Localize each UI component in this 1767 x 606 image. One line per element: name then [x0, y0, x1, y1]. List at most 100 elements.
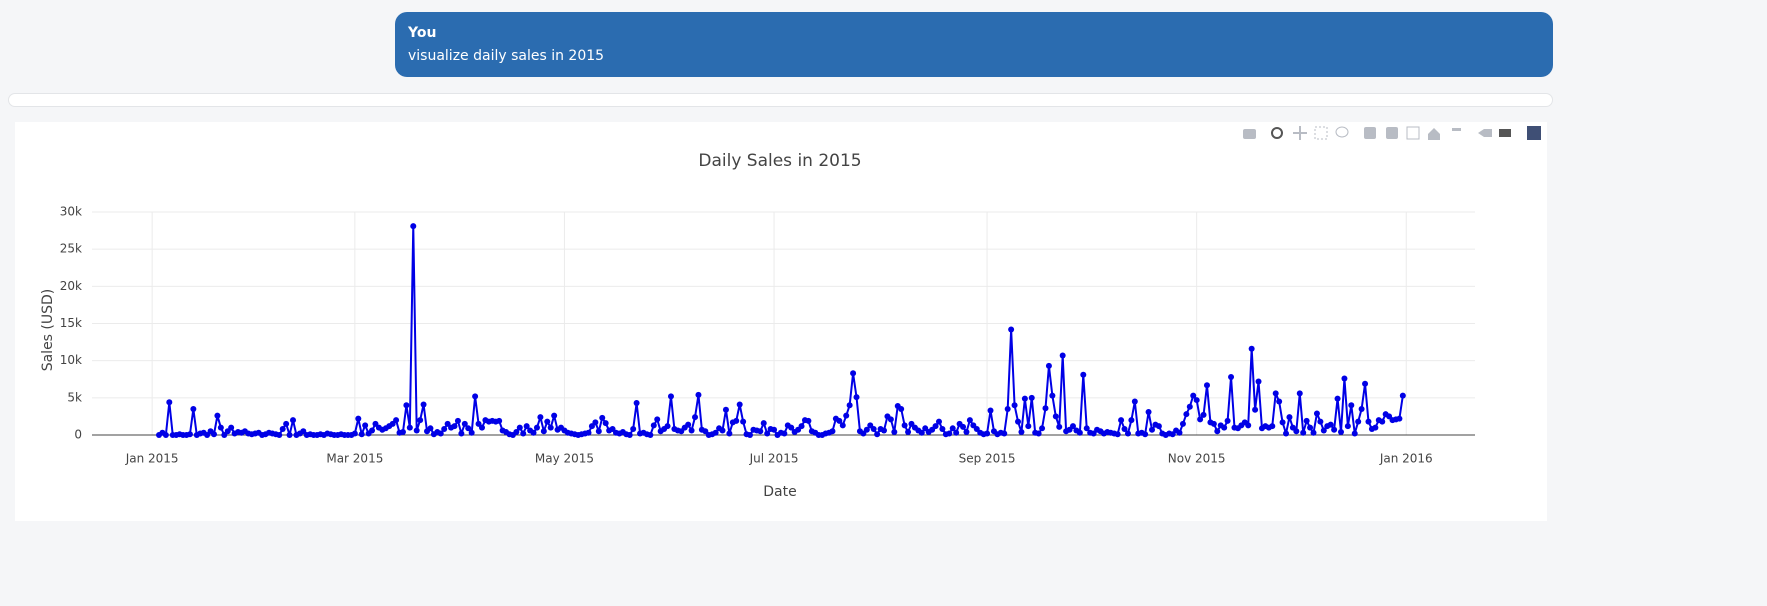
- data-point: [595, 428, 602, 435]
- data-point: [905, 429, 912, 436]
- select-icon[interactable]: [1314, 126, 1328, 140]
- data-point: [984, 430, 991, 437]
- data-point: [1331, 426, 1338, 433]
- data-point: [1300, 429, 1307, 436]
- data-point: [1313, 410, 1320, 417]
- data-point: [1186, 403, 1193, 410]
- data-point: [654, 416, 661, 423]
- data-point: [458, 430, 465, 437]
- data-point: [1155, 423, 1162, 430]
- data-point: [210, 431, 217, 438]
- data-point: [599, 414, 606, 421]
- data-point: [585, 429, 592, 436]
- data-point: [1348, 402, 1355, 409]
- data-point: [1049, 392, 1056, 399]
- pan-icon[interactable]: [1293, 126, 1307, 140]
- data-point: [1283, 430, 1290, 437]
- data-point: [279, 426, 286, 433]
- data-point: [1310, 429, 1317, 436]
- data-point: [437, 430, 444, 437]
- data-point: [1272, 390, 1279, 397]
- zoom-icon[interactable]: [1271, 127, 1283, 139]
- data-point: [1183, 411, 1190, 418]
- data-point: [537, 414, 544, 421]
- data-point: [417, 417, 424, 424]
- data-point: [403, 402, 410, 409]
- data-point: [966, 417, 973, 424]
- data-point: [1076, 429, 1083, 436]
- data-point: [393, 417, 400, 424]
- data-point: [1179, 420, 1186, 427]
- data-point: [1145, 408, 1152, 415]
- data-point: [1052, 413, 1059, 420]
- chart: Daily Sales in 2015 Date Sales (USD) 0 5k…: [40, 126, 1541, 500]
- data-point: [1351, 430, 1358, 437]
- data-point: [870, 426, 877, 433]
- data-point: [1365, 418, 1372, 425]
- data-point: [1245, 422, 1252, 429]
- data-point: [688, 427, 695, 434]
- autoscale-icon[interactable]: [1406, 126, 1420, 140]
- data-point: [1276, 398, 1283, 405]
- data-point: [461, 420, 468, 427]
- zoom-out-icon[interactable]: [1386, 127, 1398, 139]
- data-point: [1248, 345, 1255, 352]
- data-point: [963, 429, 970, 436]
- data-point: [633, 400, 640, 407]
- data-point: [351, 430, 358, 437]
- data-point: [1059, 352, 1066, 359]
- data-point: [946, 430, 953, 437]
- data-point: [290, 417, 297, 424]
- data-point: [1118, 417, 1125, 424]
- data-point: [1015, 418, 1022, 425]
- hover-compare-icon[interactable]: [1499, 129, 1511, 137]
- data-point: [1221, 424, 1228, 431]
- data-point: [960, 423, 967, 430]
- data-point: [1028, 394, 1035, 401]
- data-point: [1358, 405, 1365, 412]
- data-point: [1320, 427, 1327, 434]
- y-tick-label: 25k: [60, 242, 82, 256]
- zoom-in-icon[interactable]: [1364, 127, 1376, 139]
- data-point: [863, 426, 870, 433]
- lasso-icon[interactable]: [1335, 126, 1349, 138]
- data-point: [626, 432, 633, 438]
- y-tick-label: 20k: [60, 279, 82, 293]
- data-point: [1069, 423, 1076, 430]
- data-point: [286, 432, 293, 438]
- data-point: [918, 429, 925, 436]
- data-point: [647, 432, 654, 438]
- data-point: [1121, 426, 1128, 433]
- x-tick-label: May 2015: [535, 452, 594, 466]
- spike-icon[interactable]: [1452, 128, 1461, 131]
- data-point: [1011, 402, 1018, 409]
- reset-icon[interactable]: [1428, 128, 1440, 140]
- data-point: [355, 415, 362, 422]
- data-point: [1269, 423, 1276, 430]
- data-point: [764, 430, 771, 437]
- message-author: You: [408, 25, 437, 41]
- data-point: [846, 402, 853, 409]
- data-point: [1362, 380, 1369, 387]
- y-tick-label: 5k: [67, 390, 82, 404]
- data-point: [1025, 423, 1032, 430]
- data-point: [1056, 423, 1063, 430]
- hover-closest-icon[interactable]: [1478, 129, 1492, 137]
- data-point: [853, 394, 860, 401]
- plotly-logo[interactable]: [1527, 126, 1541, 140]
- data-point: [836, 417, 843, 424]
- data-point: [1286, 414, 1293, 421]
- x-tick-label: Jan 2015: [125, 452, 179, 466]
- camera-icon[interactable]: [1243, 129, 1256, 139]
- data-point: [881, 427, 888, 434]
- data-point: [369, 427, 376, 434]
- data-point: [1124, 430, 1131, 437]
- data-point: [736, 401, 743, 408]
- data-point: [891, 429, 898, 436]
- data-point: [1303, 417, 1310, 424]
- data-point: [695, 391, 702, 398]
- data-point: [939, 426, 946, 433]
- data-point: [1355, 418, 1362, 425]
- input-bar[interactable]: [8, 93, 1553, 107]
- data-point: [190, 405, 197, 412]
